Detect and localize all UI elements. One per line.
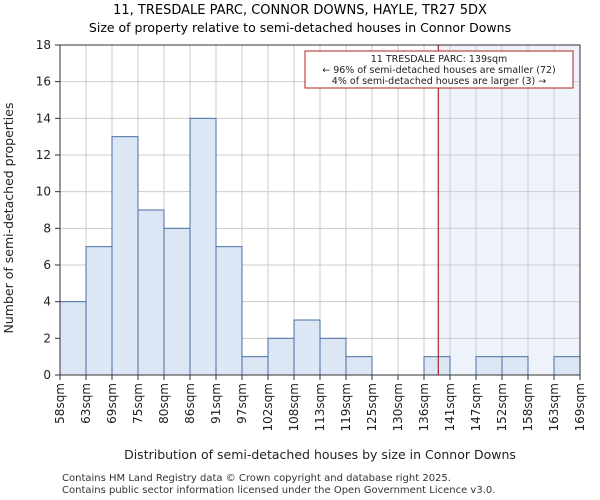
x-tick-label: 130sqm: [391, 383, 405, 431]
y-tick-label: 6: [43, 258, 51, 272]
bar-119sqm: [345, 356, 373, 376]
x-axis-label: Distribution of semi-detached houses by …: [124, 447, 516, 462]
x-tick-label: 69sqm: [105, 383, 119, 424]
y-axis-label: Number of semi-detached properties: [1, 103, 16, 334]
bar-136sqm: [423, 356, 451, 376]
annotation-line-2: ← 96% of semi-detached houses are smalle…: [322, 65, 556, 76]
y-tick-label: 2: [43, 331, 51, 345]
x-tick-label: 169sqm: [573, 383, 587, 431]
bar-58sqm: [59, 301, 87, 376]
bar-63sqm: [85, 246, 113, 376]
bar-69sqm: [111, 136, 139, 376]
y-tick-label: 0: [43, 368, 51, 382]
y-tick-labels: 0 2 4 6 8 10 12 14 16 18: [36, 38, 60, 382]
x-tick-label: 75sqm: [131, 383, 145, 424]
x-tick-label: 163sqm: [547, 383, 561, 431]
bar-97sqm: [241, 356, 269, 376]
bars: [59, 117, 581, 376]
x-tick-label: 91sqm: [209, 383, 223, 424]
y-tick-label: 10: [36, 185, 51, 199]
bar-86sqm: [189, 117, 217, 376]
x-tick-label: 108sqm: [287, 383, 301, 431]
annotation-box: 11 TRESDALE PARC: 139sqm ← 96% of semi-d…: [304, 50, 574, 89]
bar-75sqm: [137, 209, 165, 376]
x-tick-label: 97sqm: [235, 383, 249, 424]
bar-152sqm: [501, 356, 529, 376]
y-tick-label: 8: [43, 221, 51, 235]
x-tick-label: 119sqm: [339, 383, 353, 431]
x-tick-label: 147sqm: [469, 383, 483, 431]
x-tick-labels: 58sqm 63sqm 69sqm 75sqm 80sqm 86sqm 91sqm 97sqm…: [53, 375, 587, 431]
x-tick-label: 125sqm: [365, 383, 379, 431]
annotation-line-1: 11 TRESDALE PARC: 139sqm: [371, 54, 507, 65]
x-tick-label: 63sqm: [79, 383, 93, 424]
y-tick-label: 12: [36, 148, 51, 162]
bar-147sqm: [475, 356, 503, 376]
y-tick-label: 14: [36, 111, 51, 125]
highlight-region: [438, 45, 580, 375]
y-tick-label: 4: [43, 295, 51, 309]
x-tick-label: 86sqm: [183, 383, 197, 424]
footer-line-1: Contains HM Land Registry data © Crown c…: [62, 473, 451, 484]
x-tick-label: 113sqm: [313, 383, 327, 431]
bar-113sqm: [319, 337, 347, 376]
bar-102sqm: [267, 337, 295, 376]
bar-91sqm: [215, 246, 243, 376]
y-tick-label: 16: [36, 75, 51, 89]
x-tick-label: 58sqm: [53, 383, 67, 424]
chart-title: 11, TRESDALE PARC, CONNOR DOWNS, HAYLE, …: [113, 3, 487, 18]
annotation-line-3: 4% of semi-detached houses are larger (3…: [332, 76, 546, 87]
x-tick-label: 80sqm: [157, 383, 171, 424]
x-tick-label: 158sqm: [521, 383, 535, 431]
x-tick-label: 102sqm: [261, 383, 275, 431]
x-tick-label: 141sqm: [443, 383, 457, 431]
footer-line-2: Contains public sector information licen…: [62, 485, 496, 496]
chart-subtitle: Size of property relative to semi-detach…: [89, 20, 511, 35]
bar-163sqm: [553, 356, 581, 376]
annotation-border: [304, 50, 574, 89]
x-tick-label: 152sqm: [495, 383, 509, 431]
x-tick-label: 136sqm: [417, 383, 431, 431]
bar-80sqm: [163, 227, 191, 376]
bar-108sqm: [293, 319, 321, 376]
y-tick-label: 18: [36, 38, 51, 52]
